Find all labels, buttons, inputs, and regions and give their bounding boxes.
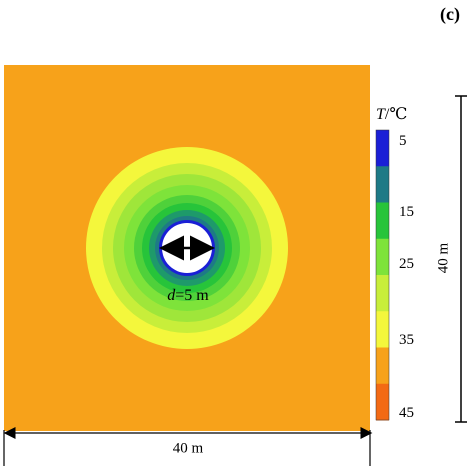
colorbar-frame <box>375 129 390 421</box>
colorbar-title-unit: /℃ <box>384 106 408 123</box>
panel-label: (c) <box>440 4 460 24</box>
colorbar-tick-label: 25 <box>399 256 414 272</box>
colorbar-tick-label: 45 <box>399 405 414 421</box>
colorbar-title-variable: T <box>376 106 385 123</box>
colorbar-segment <box>376 383 389 421</box>
colorbar-segment <box>376 238 389 276</box>
colorbar-segment <box>376 166 389 203</box>
colorbar-segment <box>376 202 389 240</box>
vertical-dimension-label: 40 m <box>435 242 452 274</box>
colorbar-segment <box>376 130 389 167</box>
diameter-label: d=5 m <box>167 287 208 305</box>
colorbar-title: T/℃ <box>376 104 407 124</box>
colorbar-tick-label: 5 <box>399 133 407 149</box>
colorbar-segment <box>376 311 389 348</box>
diameter-label-variable: d <box>167 287 176 304</box>
colorbar-segment <box>376 275 389 312</box>
horizontal-dimension-label: 40 m <box>172 440 204 457</box>
colorbar-segment <box>376 347 389 385</box>
colorbar <box>376 130 389 421</box>
diameter-label-value: =5 m <box>175 287 209 304</box>
colorbar-tick-label: 35 <box>399 332 414 348</box>
colorbar-tick-label: 15 <box>399 204 414 220</box>
